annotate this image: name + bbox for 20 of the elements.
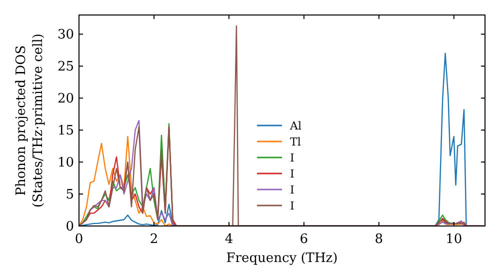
y-axis-title: Phonon projected DOS (States/THz·primitive cell)	[14, 33, 46, 208]
legend-label: Al	[289, 120, 302, 132]
x-tick-label: 2	[150, 232, 158, 247]
legend-label: I	[290, 152, 294, 164]
x-tick-label: 6	[300, 232, 308, 247]
x-axis-title: Frequency (THz)	[226, 251, 338, 266]
y-tick-label: 30	[57, 28, 74, 43]
x-tick-label: 4	[224, 232, 234, 247]
legend-label: I	[290, 168, 294, 180]
y-tick-label: 25	[57, 60, 74, 75]
legend-label: I	[290, 200, 294, 212]
y-tick-label: 15	[57, 124, 74, 139]
x-tick-label: 10	[446, 232, 462, 247]
y-tick-label: 0	[66, 220, 74, 234]
legend-label: Tl	[290, 136, 302, 148]
y-tick-label: 10	[57, 156, 74, 171]
x-tick-label: 8	[374, 232, 384, 247]
legend-label: I	[290, 184, 294, 196]
y-tick-label: 5	[66, 188, 74, 203]
y-tick-label: 20	[57, 92, 74, 107]
